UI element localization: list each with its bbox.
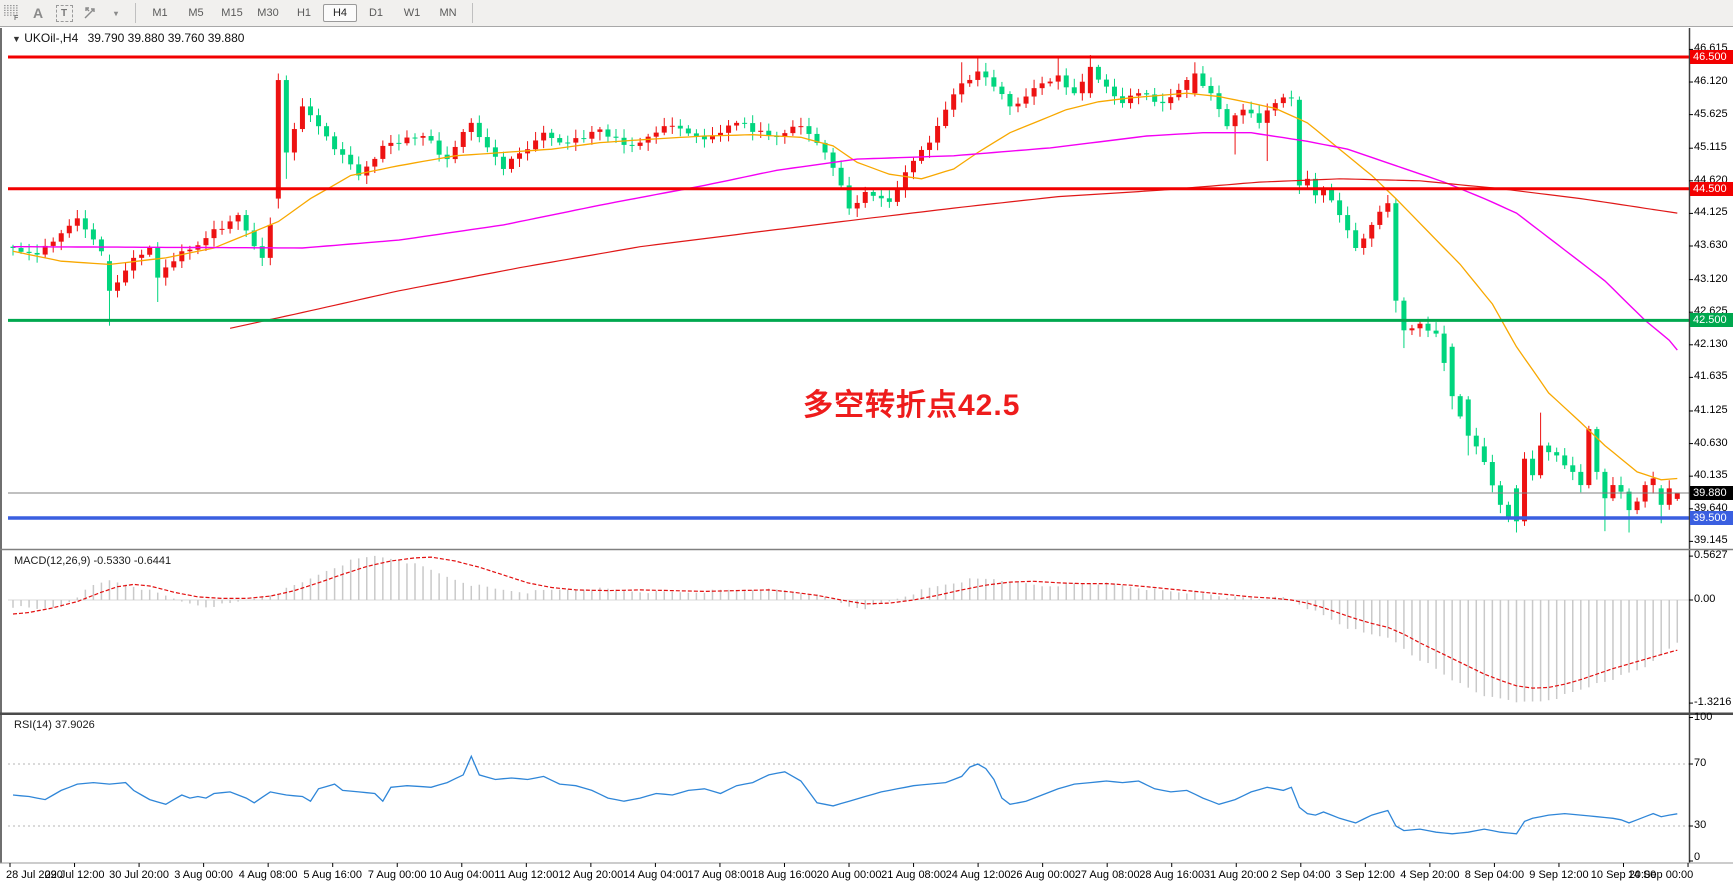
- time-axis[interactable]: 28 Jul 2020 29 Jul 12:00 30 Jul 20:00 3 Aug…: [0, 863, 1733, 892]
- price-axis-label: 45.115: [1694, 141, 1727, 154]
- fast-ma-line: [12, 92, 1678, 481]
- svg-text:F: F: [14, 15, 19, 21]
- toolbar-separator: [135, 3, 136, 23]
- timeframe-button-d1[interactable]: D1: [368, 7, 384, 19]
- price-axis-label: 41.635: [1694, 370, 1728, 383]
- time-axis-label: 24 Aug 12:00: [945, 869, 1011, 881]
- time-axis-label: 31 Aug 20:00: [1203, 869, 1269, 881]
- macd-scale-label: -1.3216: [1694, 696, 1732, 709]
- time-axis-label: 12 Aug 20:00: [558, 869, 624, 881]
- time-axis-label: 4 Aug 08:00: [238, 869, 298, 881]
- chevron-down-icon[interactable]: ▼: [12, 34, 21, 44]
- time-axis-label: 3 Sep 12:00: [1335, 869, 1395, 881]
- time-axis-label: 4 Sep 20:00: [1400, 869, 1460, 881]
- price-axis-label: 42.130: [1694, 337, 1728, 350]
- rsi-indicator-label: RSI(14) 37.9026: [14, 719, 95, 731]
- rsi-scale-label: 0: [1694, 851, 1701, 863]
- price-axis-label: 41.125: [1694, 403, 1728, 416]
- time-axis-label: 18 Aug 16:00: [752, 869, 817, 881]
- price-axis-label: 43.120: [1694, 272, 1728, 285]
- price-axis-label: 39.145: [1694, 534, 1728, 547]
- text-box-icon[interactable]: T: [52, 2, 76, 24]
- time-axis-label: 2 Sep 04:00: [1271, 869, 1331, 881]
- time-axis-label: 14 Sep 00:00: [1627, 869, 1694, 881]
- time-axis-label: 17 Aug 08:00: [687, 869, 753, 881]
- price-badge-46.500: 46.500: [1690, 50, 1733, 64]
- current-price-badge: 39.880: [1690, 485, 1733, 500]
- price-badge-39.500: 39.500: [1690, 510, 1733, 525]
- text-a-icon[interactable]: A: [32, 5, 44, 21]
- price-axis-label: 39.640: [1694, 501, 1728, 514]
- macd-scale-label: 0.00: [1694, 593, 1716, 605]
- medium-ma-line: [13, 131, 1678, 351]
- price-axis-label: 45.625: [1694, 107, 1728, 120]
- symbol-header: ▼ UKOil-,H4 39.790 39.880 39.760 39.880: [12, 31, 244, 45]
- time-axis-label: 3 Aug 00:00: [174, 869, 233, 881]
- time-axis-label: 30 Jul 20:00: [109, 869, 170, 881]
- time-axis-label: 28 Jul 2020: [6, 869, 63, 881]
- time-axis-label: 7 Aug 00:00: [367, 869, 427, 881]
- rsi-line: [12, 754, 1678, 835]
- price-badge-44.500: 44.500: [1690, 181, 1733, 196]
- timeframe-button-m15[interactable]: M15: [221, 7, 243, 19]
- toolbar-separator: [472, 3, 473, 23]
- time-axis-label: 5 Aug 16:00: [303, 869, 363, 881]
- price-badge-42.500: 42.500: [1690, 313, 1733, 328]
- rsi-plot[interactable]: [8, 754, 1689, 835]
- time-axis-label: 11 Aug 12:00: [494, 869, 559, 881]
- macd-plot[interactable]: [8, 555, 1689, 703]
- timeframe-button-h4[interactable]: H4: [323, 4, 357, 22]
- macd-signal-line: [12, 556, 1678, 689]
- time-axis-label: 10 Aug 04:00: [429, 869, 495, 881]
- chart-canvas[interactable]: [0, 28, 1733, 892]
- time-axis-label: 9 Sep 12:00: [1529, 869, 1589, 881]
- time-axis-label: 8 Sep 04:00: [1464, 869, 1525, 881]
- timeframe-button-m30[interactable]: M30: [257, 7, 279, 19]
- timeframe-button-m1[interactable]: M1: [152, 7, 168, 19]
- timeframe-button-mn[interactable]: MN: [439, 7, 457, 19]
- timeframe-button-m5[interactable]: M5: [188, 7, 204, 19]
- time-axis-label: 26 Aug 00:00: [1010, 869, 1076, 881]
- time-axis-label: 20 Aug 00:00: [816, 869, 882, 881]
- time-axis-label: 10 Sep 20:00: [1590, 869, 1657, 881]
- arrows-tool-icon[interactable]: [78, 2, 102, 24]
- price-axis-label: 40.630: [1694, 436, 1728, 449]
- symbol-name: UKOil-,H4: [24, 31, 79, 45]
- rsi-scale-label: 30: [1694, 819, 1707, 831]
- macd-indicator-label: MACD(12,26,9) -0.5330 -0.6441: [14, 555, 172, 567]
- rsi-scale-label: 100: [1694, 711, 1713, 723]
- price-axis-label: 46.120: [1694, 75, 1728, 88]
- candlestick-plot[interactable]: [10, 55, 1680, 533]
- macd-scale-label: 0.5627: [1694, 549, 1728, 562]
- toolbar: F A T ▾ M1 M5 M15 M30 H1 H4 D1 W1 MN: [0, 0, 1733, 27]
- rsi-scale-label: 70: [1694, 757, 1707, 769]
- timeframe-button-w1[interactable]: W1: [403, 7, 421, 19]
- slow-ma-line: [229, 178, 1678, 329]
- grid-f-icon[interactable]: F: [0, 2, 24, 24]
- chart-text-annotation[interactable]: 多空转折点42.5: [803, 389, 1021, 422]
- price-axis-label: 40.135: [1694, 469, 1728, 482]
- time-axis-label: 21 Aug 08:00: [881, 869, 946, 881]
- dropdown-caret-icon[interactable]: ▾: [113, 8, 118, 18]
- time-axis-label: 29 Jul 12:00: [44, 869, 105, 881]
- timeframe-button-h1[interactable]: H1: [296, 7, 312, 19]
- time-axis-label: 14 Aug 04:00: [622, 869, 688, 881]
- time-axis-label: 27 Aug 08:00: [1074, 869, 1140, 881]
- symbol-ohlc-values: 39.790 39.880 39.760 39.880: [87, 31, 245, 45]
- price-axis-label: 44.125: [1694, 206, 1728, 219]
- time-axis-label: 28 Aug 16:00: [1139, 869, 1205, 881]
- price-axis-label: 43.630: [1694, 239, 1728, 251]
